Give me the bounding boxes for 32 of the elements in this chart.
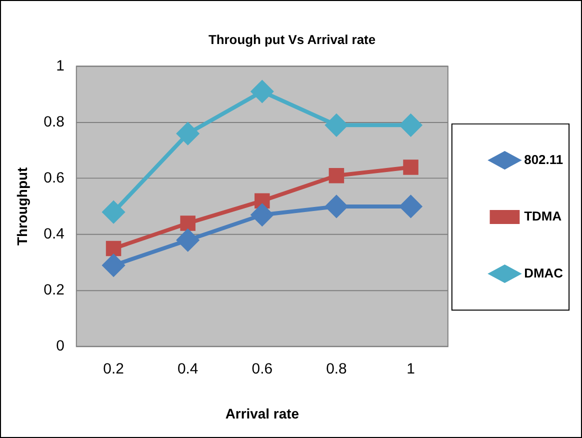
point — [325, 114, 348, 136]
point — [176, 122, 199, 145]
point — [403, 160, 418, 175]
point — [106, 240, 122, 256]
point — [251, 80, 274, 102]
x-tick-label: 0.6 — [252, 360, 273, 378]
point — [176, 229, 199, 252]
y-axis-title: Throughput — [14, 167, 30, 246]
x-tick-label: 0.8 — [326, 360, 347, 378]
point — [254, 193, 270, 208]
y-tick-label: 0.2 — [44, 282, 64, 299]
point — [328, 168, 344, 184]
x-tick-label: 0.2 — [103, 360, 124, 378]
legend-label: DMAC — [524, 265, 563, 280]
x-tick-label: 0.4 — [177, 360, 198, 378]
y-tick-label: 0.8 — [44, 113, 64, 130]
legend-label: 802.11 — [524, 152, 564, 167]
point — [251, 204, 274, 226]
point — [400, 114, 422, 136]
legend-label: TDMA — [524, 208, 562, 224]
y-tick-label: 0.6 — [44, 170, 64, 187]
chart-title: Through put Vs Arrival rate — [208, 32, 376, 48]
y-tick-label: 0.4 — [44, 226, 64, 243]
point — [325, 196, 348, 218]
point — [102, 201, 125, 224]
point — [400, 196, 422, 218]
y-tick-label: 0 — [56, 338, 64, 355]
x-tick-label: 1 — [406, 360, 415, 378]
point — [180, 216, 196, 231]
x-axis-title: Arrival rate — [225, 406, 300, 422]
y-tick-label: 1 — [56, 57, 64, 74]
point — [102, 254, 125, 276]
